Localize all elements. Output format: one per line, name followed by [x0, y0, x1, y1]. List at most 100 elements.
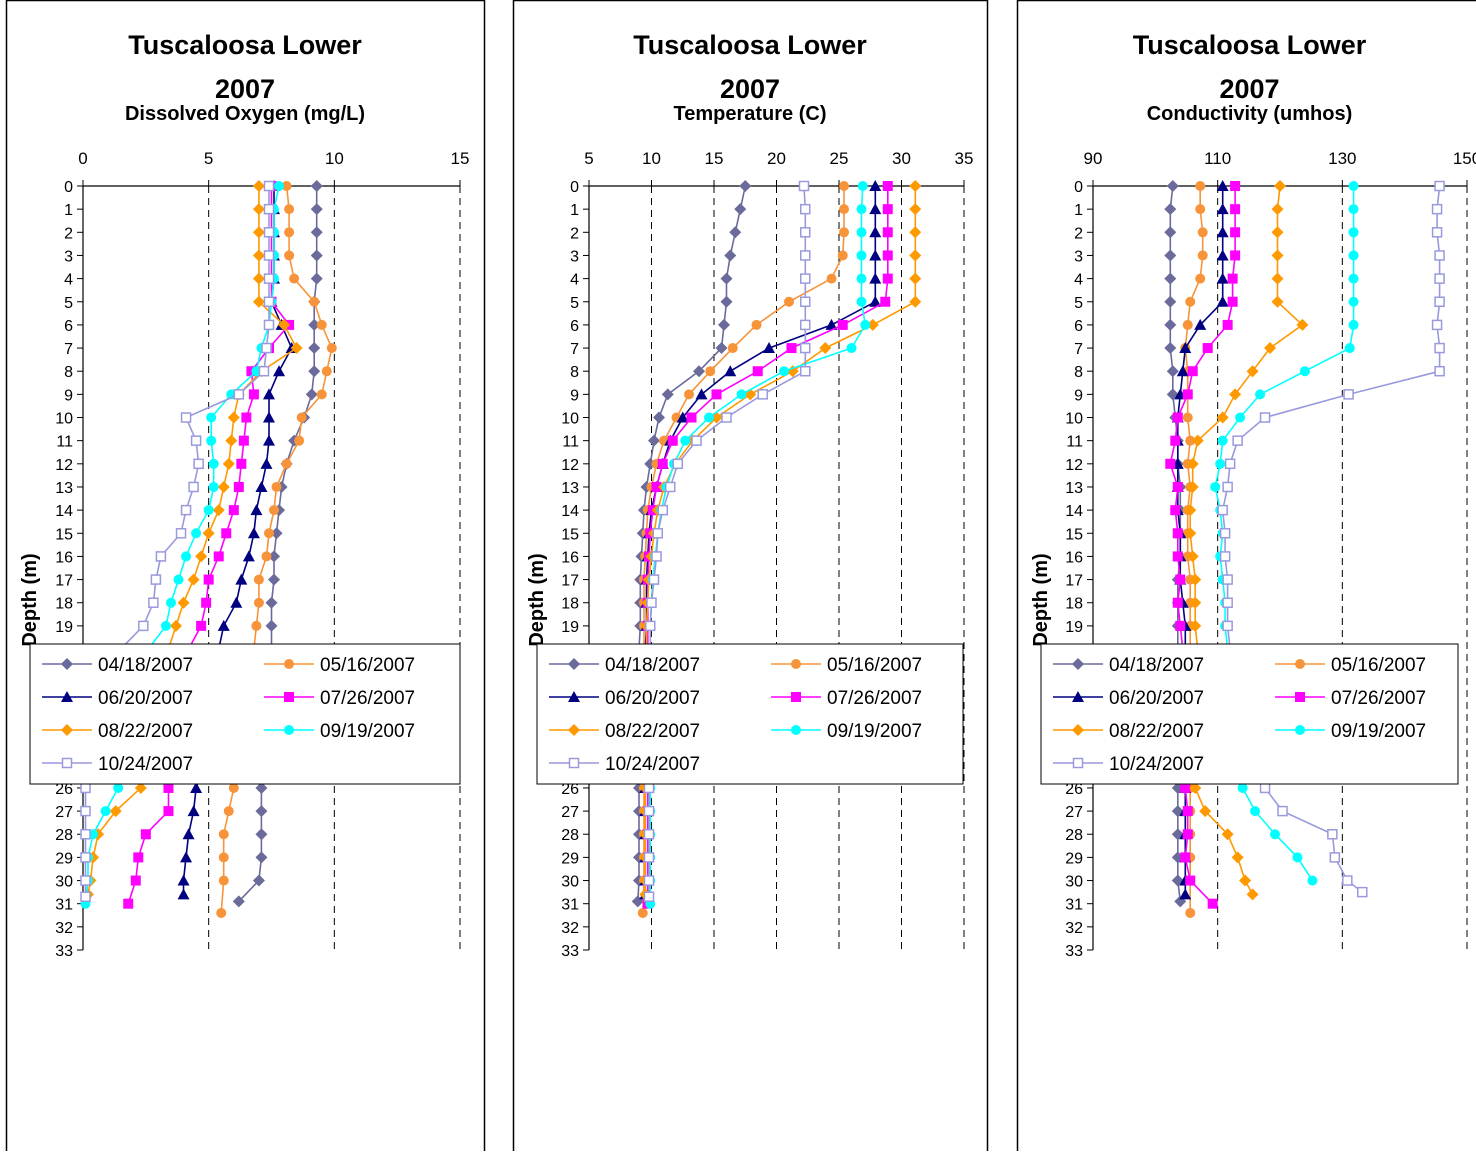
data-point — [645, 876, 654, 885]
data-point — [1343, 876, 1352, 885]
data-point — [317, 320, 327, 330]
y-tick-label: 33 — [561, 943, 579, 960]
data-point — [262, 344, 271, 353]
y-tick-label: 31 — [561, 897, 579, 914]
legend-marker — [791, 725, 801, 735]
y-tick-label: 2 — [64, 225, 73, 242]
data-point — [758, 390, 767, 399]
y-tick-label: 9 — [64, 387, 73, 404]
x-tick-label: 10 — [325, 149, 344, 168]
data-point — [1255, 389, 1265, 399]
data-point — [752, 320, 762, 330]
data-point — [801, 297, 810, 306]
data-point — [284, 250, 294, 260]
data-point — [1223, 482, 1232, 491]
data-point — [704, 413, 714, 423]
data-point — [1328, 830, 1337, 839]
chart-title: Tuscaloosa Lower — [633, 30, 867, 60]
data-point — [883, 274, 893, 284]
data-point — [668, 436, 678, 446]
data-point — [858, 181, 868, 191]
data-point — [1173, 528, 1183, 538]
data-point — [81, 892, 90, 901]
data-point — [839, 204, 849, 214]
legend-label: 05/16/2007 — [320, 655, 415, 676]
data-point — [787, 343, 797, 353]
x-tick-label: 25 — [830, 149, 849, 168]
data-point — [282, 459, 292, 469]
y-tick-label: 0 — [570, 179, 579, 196]
legend-label: 05/16/2007 — [1331, 655, 1426, 676]
data-point — [177, 529, 186, 538]
data-point — [800, 182, 809, 191]
y-tick-label: 2 — [1074, 225, 1083, 242]
y-tick-label: 27 — [55, 804, 73, 821]
data-point — [1185, 297, 1195, 307]
data-point — [133, 852, 143, 862]
data-point — [666, 482, 675, 491]
y-tick-label: 32 — [1065, 920, 1083, 937]
data-point — [1435, 297, 1444, 306]
data-point — [249, 389, 259, 399]
data-point — [847, 343, 857, 353]
y-tick-label: 19 — [1065, 619, 1083, 636]
data-point — [1198, 250, 1208, 260]
y-tick-label: 5 — [1074, 295, 1083, 312]
y-tick-label: 8 — [64, 364, 73, 381]
data-point — [264, 205, 273, 214]
data-point — [254, 598, 264, 608]
chart-title: Tuscaloosa Lower — [128, 30, 362, 60]
data-point — [156, 552, 165, 561]
y-tick-label: 7 — [1074, 341, 1083, 358]
data-point — [838, 250, 848, 260]
data-point — [1261, 413, 1270, 422]
data-point — [297, 413, 307, 423]
data-point — [264, 251, 273, 260]
data-point — [801, 251, 810, 260]
data-point — [880, 297, 890, 307]
data-point — [1435, 367, 1444, 376]
x-tick-label: 130 — [1328, 149, 1356, 168]
data-point — [289, 274, 299, 284]
data-point — [81, 876, 90, 885]
legend-label: 10/24/2007 — [98, 754, 193, 775]
y-tick-label: 14 — [1065, 503, 1083, 520]
data-point — [204, 575, 214, 585]
legend-label: 09/19/2007 — [827, 721, 922, 742]
y-tick-label: 1 — [64, 202, 73, 219]
data-point — [139, 621, 148, 630]
legend-label: 06/20/2007 — [605, 688, 700, 709]
x-axis-label: Temperature (C) — [674, 103, 827, 125]
data-point — [1195, 204, 1205, 214]
data-point — [728, 343, 738, 353]
y-tick-label: 0 — [64, 179, 73, 196]
data-point — [1175, 575, 1185, 585]
data-point — [1223, 598, 1232, 607]
data-point — [81, 807, 90, 816]
data-point — [1345, 343, 1355, 353]
data-point — [857, 250, 867, 260]
data-point — [269, 505, 279, 515]
data-point — [219, 852, 229, 862]
data-point — [259, 367, 268, 376]
y-tick-label: 4 — [570, 272, 579, 289]
y-tick-label: 16 — [1065, 549, 1083, 566]
data-point — [784, 297, 794, 307]
chart-subtitle: 2007 — [215, 74, 275, 104]
data-point — [1349, 274, 1359, 284]
data-point — [1223, 575, 1232, 584]
data-point — [194, 459, 203, 468]
y-tick-label: 14 — [561, 503, 579, 520]
y-tick-label: 28 — [55, 827, 73, 844]
data-point — [645, 830, 654, 839]
y-tick-label: 31 — [1065, 897, 1083, 914]
data-point — [206, 413, 216, 423]
data-point — [294, 436, 304, 446]
data-point — [1198, 227, 1208, 237]
data-point — [1230, 250, 1240, 260]
x-tick-label: 0 — [78, 149, 87, 168]
data-point — [1170, 436, 1180, 446]
data-point — [673, 459, 682, 468]
